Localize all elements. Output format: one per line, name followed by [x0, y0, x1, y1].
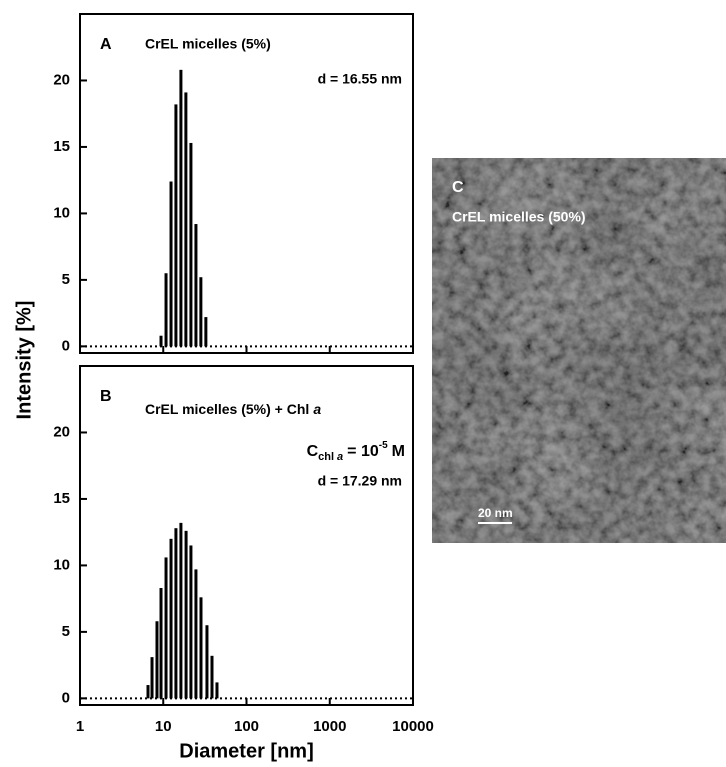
- bar: [179, 522, 183, 699]
- bar: [194, 569, 198, 699]
- bar: [189, 545, 193, 699]
- bar: [169, 181, 173, 347]
- panel-title: CrEL micelles (50%): [452, 209, 586, 225]
- x-tick-label: 1000: [313, 718, 346, 735]
- panel-label: A: [100, 36, 112, 53]
- x-tick-label: 10: [155, 718, 172, 735]
- bar: [179, 69, 183, 347]
- bar: [184, 92, 188, 347]
- conc-subscript: chl: [318, 451, 334, 463]
- annotation: d = 17.29 nm: [318, 473, 402, 489]
- bar: [194, 224, 198, 347]
- conc-exponent: -5: [379, 440, 388, 451]
- conc-subscript-italic: a: [337, 451, 343, 463]
- bar: [164, 273, 168, 347]
- concentration: Cchl a = 10-5 M: [307, 440, 405, 463]
- y-tick-label: 5: [62, 623, 70, 640]
- y-tick-label: 0: [62, 337, 70, 354]
- bar: [184, 530, 188, 699]
- bar: [215, 682, 219, 699]
- bar: [199, 277, 203, 347]
- y-tick-label: 10: [53, 556, 70, 573]
- bar: [199, 597, 203, 699]
- y-tick-label: 20: [53, 423, 70, 440]
- image-panel: C CrEL micelles (50%) 20 nm: [432, 158, 726, 543]
- bar: [146, 685, 150, 699]
- conc-symbol: C: [307, 443, 319, 460]
- bar: [159, 588, 163, 699]
- x-tick-label: 100: [234, 718, 259, 735]
- panel-label: C: [452, 179, 464, 196]
- y-tick-label: 20: [53, 71, 70, 88]
- title-italic: a: [313, 401, 321, 417]
- y-tick-label: 15: [53, 138, 70, 155]
- bar: [150, 657, 154, 699]
- scale-bar-label: 20 nm: [478, 506, 513, 520]
- bar: [174, 528, 178, 699]
- y-tick-label: 15: [53, 490, 70, 507]
- x-axis-label: Diameter [nm]: [179, 740, 313, 762]
- bar: [159, 335, 163, 347]
- y-tick-label: 5: [62, 271, 70, 288]
- x-tick-label: 1: [76, 718, 84, 735]
- annotation: d = 16.55 nm: [318, 71, 402, 87]
- conc-equals: = 10: [347, 443, 379, 460]
- bar: [155, 621, 159, 699]
- y-axis-label: Intensity [%]: [13, 301, 35, 420]
- bar: [204, 317, 208, 347]
- plot-frame: [79, 365, 414, 706]
- bar: [174, 104, 178, 347]
- y-tick-label: 10: [53, 204, 70, 221]
- bar: [164, 557, 168, 699]
- bar: [205, 625, 209, 699]
- panel-title: CrEL micelles (5%): [145, 36, 271, 52]
- y-tick-label: 0: [62, 689, 70, 706]
- tem-grain: [432, 158, 726, 543]
- panel-label: B: [100, 388, 112, 405]
- bar: [189, 142, 193, 347]
- bar: [210, 655, 214, 699]
- plot-frame: [79, 13, 414, 354]
- conc-unit: M: [392, 443, 405, 460]
- panel-title: CrEL micelles (5%) + Chl a: [145, 401, 321, 417]
- x-tick-label: 10000: [392, 718, 434, 735]
- title-text: CrEL micelles (5%) + Chl: [145, 401, 309, 417]
- bar: [169, 538, 173, 699]
